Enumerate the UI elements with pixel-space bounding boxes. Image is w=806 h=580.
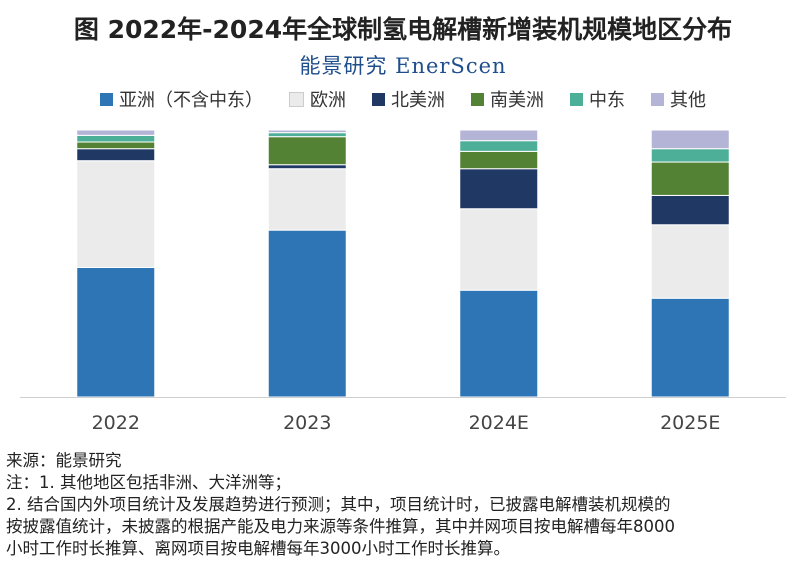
bar-segment-2022-0 bbox=[76, 267, 156, 398]
bar-segment-2025E-1 bbox=[650, 224, 730, 299]
legend-swatch bbox=[471, 92, 484, 106]
legend-swatch bbox=[372, 92, 385, 106]
legend-item-north-america: 北美洲 bbox=[372, 86, 445, 112]
legend-label: 北美洲 bbox=[391, 90, 445, 111]
legend-swatch bbox=[651, 92, 664, 106]
brand-logo: 能景研究 EnerScen bbox=[299, 54, 507, 78]
bar-segment-2023-1 bbox=[267, 168, 347, 231]
bar-segment-2025E-0 bbox=[650, 297, 730, 398]
legend-swatch bbox=[289, 91, 304, 107]
chart-title: 图 2022年-2024年全球制氢电解槽新增装机规模地区分布 bbox=[73, 15, 733, 44]
bar-segment-2023-3 bbox=[267, 136, 347, 166]
bar-segment-2022-4 bbox=[76, 134, 156, 143]
x-tick-label: 2024E bbox=[469, 412, 529, 434]
legend-item-europe: 欧洲 bbox=[289, 86, 346, 112]
bar-segment-2025E-4 bbox=[650, 148, 730, 163]
bar-segment-2022-5 bbox=[76, 129, 156, 136]
footnote-2-cont: 按披露值统计，未披露的根据产能及电力来源等条件推算，其中并网项目按电解槽每年80… bbox=[6, 517, 675, 536]
bar-segment-2024E-4 bbox=[459, 140, 539, 152]
bar-segment-2024E-5 bbox=[459, 129, 539, 142]
bar-segment-2023-2 bbox=[267, 164, 347, 170]
legend-label: 中东 bbox=[589, 90, 625, 111]
bar-segment-2025E-5 bbox=[650, 129, 730, 150]
bar-segment-2024E-3 bbox=[459, 150, 539, 170]
stacked-bar-chart: 2022 2023 2024E 2025E bbox=[20, 129, 786, 434]
bar-segment-2023-4 bbox=[267, 132, 347, 138]
x-tick-label: 2022 bbox=[92, 412, 140, 434]
legend-swatch bbox=[570, 92, 583, 106]
bar-segment-2024E-2 bbox=[459, 168, 539, 210]
x-tick-label: 2025E bbox=[660, 412, 720, 434]
bar-segment-2025E-3 bbox=[650, 161, 730, 196]
legend-swatch bbox=[100, 92, 113, 106]
bar-segment-2022-3 bbox=[76, 141, 156, 150]
source-note: 来源：能景研究 bbox=[6, 451, 122, 470]
legend-label: 欧洲 bbox=[310, 90, 346, 111]
bar-segment-2022-2 bbox=[76, 148, 156, 162]
x-tick-label: 2023 bbox=[283, 412, 331, 434]
footnote-2-cont: 小时工作时长推算、离网项目按电解槽每年3000小时工作时长推算。 bbox=[6, 539, 510, 558]
legend-label: 其他 bbox=[670, 90, 706, 111]
notes: 来源：能景研究 注：1. 其他地区包括非洲、大洋洲等； 2. 结合国内外项目统计… bbox=[6, 450, 802, 560]
bar-segment-2023-5 bbox=[267, 129, 347, 134]
footnote-2: 2. 结合国内外项目统计及发展趋势进行预测；其中，项目统计时，已披露电解槽装机规… bbox=[6, 495, 671, 514]
bar-segment-2024E-0 bbox=[459, 289, 539, 398]
legend-item-middle-east: 中东 bbox=[570, 86, 625, 112]
legend-label: 亚洲（不含中东） bbox=[119, 90, 263, 111]
bar-segment-2024E-1 bbox=[459, 208, 539, 291]
bar-segment-2025E-2 bbox=[650, 194, 730, 226]
bar-segment-2022-1 bbox=[76, 160, 156, 269]
legend-item-asia: 亚洲（不含中东） bbox=[100, 86, 263, 112]
legend: 亚洲（不含中东） 欧洲 北美洲 南美洲 中东 其他 bbox=[0, 86, 806, 112]
bar-segment-2023-0 bbox=[267, 229, 347, 398]
footnote-1: 注：1. 其他地区包括非洲、大洋洲等； bbox=[6, 473, 291, 492]
legend-item-other: 其他 bbox=[651, 86, 706, 112]
legend-item-south-america: 南美洲 bbox=[471, 86, 544, 112]
legend-label: 南美洲 bbox=[490, 90, 544, 111]
